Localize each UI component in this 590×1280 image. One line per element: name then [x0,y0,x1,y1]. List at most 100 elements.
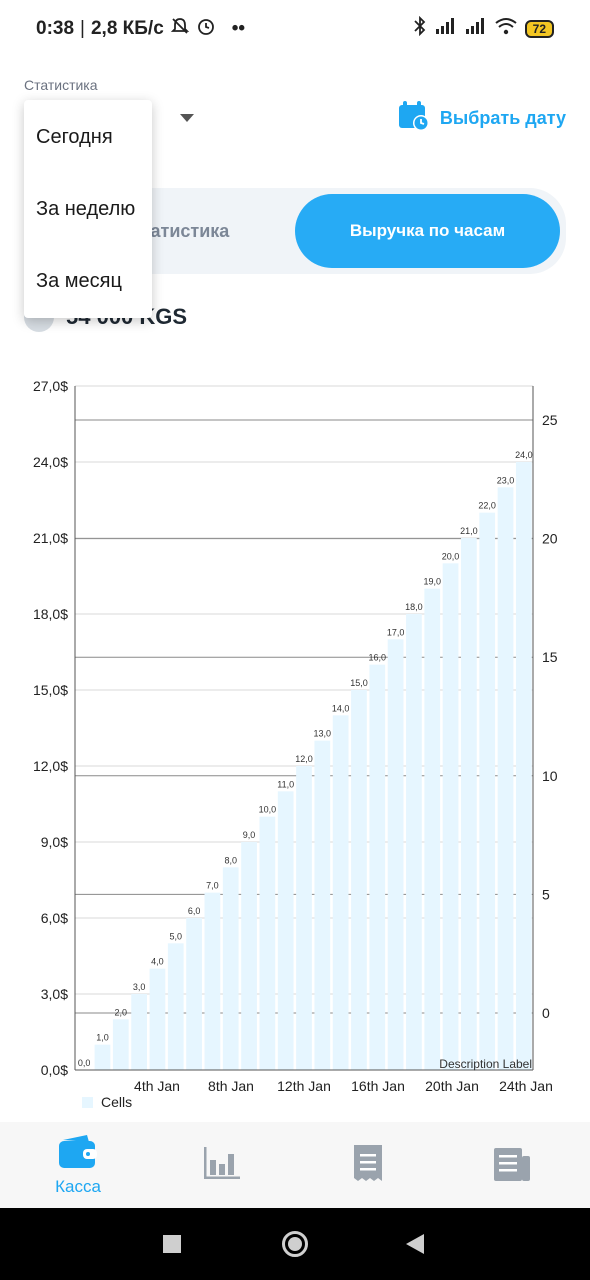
menu-item-week[interactable]: За неделю [36,198,136,220]
select-date-label: Выбрать дату [439,108,566,128]
bar-value-label: 20,0 [442,551,460,561]
y-tick-label-right: 20 [542,531,558,547]
nav-cash-label: Касса [55,1176,101,1196]
chart-bar [369,664,386,1070]
bar-value-label: 3,0 [133,982,146,992]
status-right: 72 [413,15,554,41]
chart-bar [186,918,202,1070]
x-tick-label: 12th Jan [277,1078,331,1094]
bar-value-label: 0,0 [78,1058,91,1068]
y-tick-label-left: 12,0$ [33,758,68,774]
bar-value-label: 13,0 [314,729,332,739]
chart-bar [461,538,477,1070]
statistics-label: Статистика [24,77,98,93]
y-tick-label-left: 27,0$ [33,378,68,394]
chart-bar [424,588,441,1070]
bar-value-label: 12,0 [295,754,313,764]
tab-statistics[interactable]: Статистика [24,188,294,274]
chart-description-label: Description Label [439,1057,532,1071]
y-tick-label-right: 25 [542,412,558,428]
nav-receipts[interactable] [318,1122,418,1208]
chart-bar [167,943,184,1070]
chart-bar [277,791,294,1070]
y-tick-label-left: 9,0$ [41,834,68,850]
chart-bar [131,994,147,1070]
bar-value-label: 11,0 [277,779,294,789]
back-button[interactable] [406,1234,424,1254]
legend-swatch [82,1097,93,1108]
bar-value-label: 15,0 [350,678,368,688]
bar-value-label: 17,0 [387,627,405,637]
bar-value-label: 8,0 [224,855,237,865]
chart-bar [351,690,367,1070]
chart-bar [204,892,221,1070]
y-tick-label-right: 15 [542,649,558,665]
y-tick-label-left: 3,0$ [41,986,68,1002]
y-tick-label-left: 24,0$ [33,454,68,470]
status-bar: 0:38 | 2,8 КБ/с •• 72 [0,0,590,56]
chart-bar [479,512,496,1070]
status-time: 0:38 [36,18,75,39]
x-tick-label: 16th Jan [351,1078,405,1094]
nav-statistics[interactable] [172,1122,272,1208]
chart-bar [332,715,349,1070]
chart-bar [296,766,312,1070]
status-separator: | [80,18,85,39]
chart-bar [222,867,239,1070]
legend-label: Cells [101,1094,132,1110]
y-tick-label-left: 0,0$ [41,1062,68,1078]
bar-chart-icon [203,1146,241,1185]
select-date-button[interactable]: Выбрать дату [398,100,566,137]
signal-icon [435,17,457,40]
bluetooth-icon [413,15,427,41]
nav-cash[interactable]: Касса [28,1122,128,1208]
chart-bar [497,487,514,1070]
status-dots: •• [231,18,246,39]
bar-value-label: 6,0 [188,906,201,916]
y-tick-label-right: 10 [542,768,558,784]
y-tick-label-left: 18,0$ [33,606,68,622]
tab-hourly-revenue[interactable]: Выручка по часам [295,194,560,268]
bar-value-label: 7,0 [206,881,219,891]
chart-svg: 0,0 1,0 2,0 3,0 4,0 5,0 6,0 7,0 8,0 9,0 10,0 11,0 12… [33,378,558,1110]
recent-apps-button[interactable] [163,1235,181,1253]
home-button[interactable] [282,1231,308,1257]
menu-item-month[interactable]: За месяц [36,270,122,292]
document-icon [493,1144,531,1187]
tab-hourly-revenue-label: Выручка по часам [349,221,506,240]
x-tick-label: 4th Jan [134,1078,180,1094]
wifi-icon [495,17,517,40]
chevron-down-icon[interactable] [180,114,194,122]
tab-statistics-label: Статистика [128,220,230,241]
menu-item-today[interactable]: Сегодня [36,126,113,148]
period-dropdown-menu: Сегодня За неделю За месяц [24,100,152,318]
chart-bar [515,462,532,1070]
chart-bar [259,816,276,1070]
bottom-nav: Касса [0,1122,590,1208]
chart-bar [314,740,331,1070]
chart-bar [387,639,404,1070]
chart-bar [241,842,257,1070]
x-tick-label: 8th Jan [208,1078,254,1094]
bar-value-label: 23,0 [497,475,515,485]
nav-documents[interactable] [462,1122,562,1208]
bar-value-label: 21,0 [460,526,478,536]
bell-off-icon [170,16,190,42]
revenue-chart: 0,0 1,0 2,0 3,0 4,0 5,0 6,0 7,0 8,0 9,0 10,0 11,0 12… [0,370,590,1120]
bar-value-label: 18,0 [405,602,423,612]
y-tick-label-left: 15,0$ [33,682,68,698]
bar-value-label: 10,0 [259,805,277,815]
alarm-icon [196,16,216,42]
chart-bar [442,563,459,1070]
home-button-dot [288,1237,302,1251]
bar-value-label: 4,0 [151,957,164,967]
y-tick-label-left: 21,0$ [33,530,68,546]
chart-bar [406,614,422,1070]
bar-value-label: 2,0 [115,1007,128,1017]
y-tick-label-right: 0 [542,1005,550,1021]
bar-value-label: 16,0 [369,653,387,663]
chart-bar [149,968,166,1070]
bar-value-label: 5,0 [170,931,183,941]
battery-indicator: 72 [524,19,554,38]
chart-bar [94,1044,111,1070]
